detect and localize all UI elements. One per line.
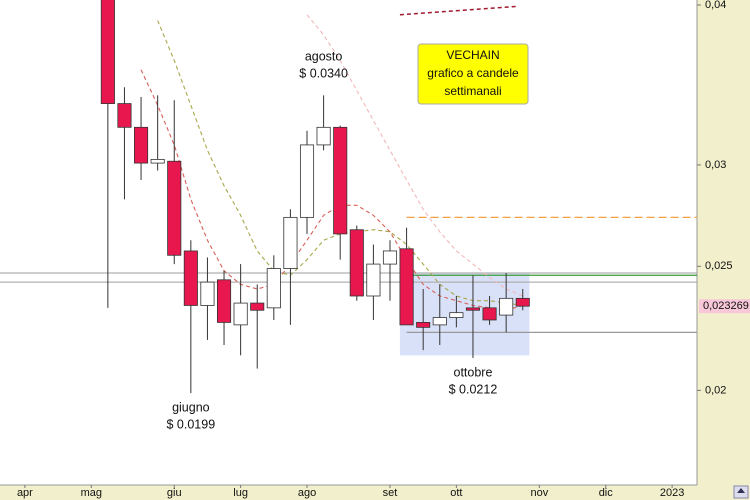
- y-tick-label: 0,02: [705, 384, 726, 396]
- candle-body: [117, 103, 132, 128]
- x-tick-label: nov: [530, 487, 548, 499]
- candle-body: [183, 250, 198, 306]
- y-tick-label: 0,04: [705, 0, 726, 11]
- candle-body: [200, 281, 215, 306]
- candle-body: [366, 263, 381, 297]
- candle-body: [266, 268, 281, 309]
- x-tick-label: ott: [450, 487, 462, 499]
- last-price-label: 0,023269: [703, 300, 749, 312]
- y-tick-label: 0,025: [705, 260, 733, 272]
- x-tick-label: giu: [167, 487, 182, 499]
- y-tick-label: 0,03: [705, 159, 726, 171]
- candle-body: [250, 302, 265, 311]
- last-price-box: [699, 299, 750, 314]
- annotation: $ 0.0340: [299, 67, 348, 81]
- x-tick-label: set: [383, 487, 398, 499]
- plot-layer: [0, 0, 697, 394]
- x-tick-label: 2023: [660, 487, 684, 499]
- x-tick-label: apr: [17, 487, 33, 499]
- plot-area: [0, 0, 697, 485]
- title-line: VECHAIN: [446, 48, 499, 62]
- corner-arrow: [737, 488, 745, 493]
- candle-body: [499, 297, 514, 316]
- x-tick-label: dic: [599, 487, 614, 499]
- candle-body: [349, 229, 364, 297]
- annotation: $ 0.0212: [449, 382, 498, 396]
- candle-body: [333, 126, 348, 235]
- candle-body: [465, 307, 481, 311]
- candle-body: [482, 307, 497, 321]
- candle-body: [382, 250, 398, 265]
- candle-body: [100, 0, 115, 104]
- candle-body: [167, 160, 182, 256]
- candle-body: [233, 302, 248, 326]
- x-tick-label: ago: [298, 487, 316, 499]
- annotation: giugno: [172, 400, 210, 414]
- annotation: agosto: [305, 50, 343, 64]
- candle-body: [283, 216, 298, 269]
- moving-average: [306, 14, 523, 297]
- x-tick-label: lug: [233, 487, 248, 499]
- candle-body: [216, 279, 232, 323]
- annotation: ottobre: [454, 365, 493, 379]
- candle-body: [316, 126, 331, 146]
- candle-body: [150, 159, 165, 164]
- title-box: [417, 43, 529, 105]
- moving-average: [140, 69, 523, 311]
- title-line: settimanali: [444, 84, 501, 98]
- candle-body: [134, 126, 149, 164]
- x-tick-label: mag: [81, 487, 102, 499]
- trend-line: [399, 5, 518, 16]
- candle-body: [432, 317, 447, 326]
- overlay-layer: agosto $ 0.0340 giugno $ 0.0199 ottobre $ 0.0…: [17, 0, 750, 499]
- candle-body: [515, 297, 530, 307]
- annotation: $ 0.0199: [167, 417, 216, 431]
- title-line: grafico a candele: [427, 66, 519, 80]
- candle-body: [299, 144, 315, 218]
- candle-body: [416, 322, 431, 328]
- candle-body: [449, 312, 464, 318]
- candle-body: [399, 248, 414, 326]
